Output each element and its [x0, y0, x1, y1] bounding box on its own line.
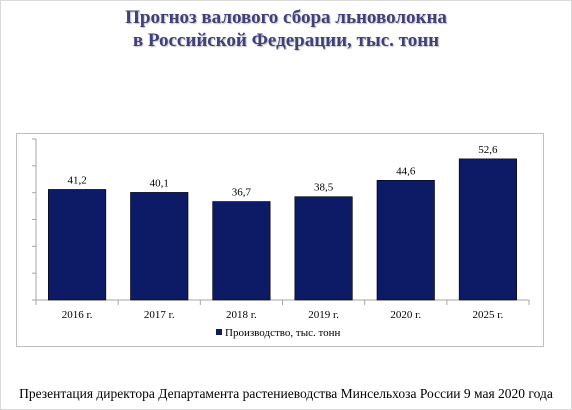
legend-swatch — [216, 329, 222, 335]
chart-title: Прогноз валового сбора льноволокна в Рос… — [0, 6, 572, 52]
chart-title-line-2: в Российской Федерации, тыс. тонн — [132, 30, 440, 51]
data-label-3: 38,5 — [314, 182, 334, 194]
bar-1 — [130, 192, 189, 301]
chart-title-line-1: Прогноз валового сбора льноволокна — [125, 7, 447, 28]
legend-label: Производство, тыс. тонн — [225, 327, 341, 339]
x-tick-label-0: 2016 г. — [62, 309, 93, 321]
bar-5 — [458, 158, 517, 301]
data-label-0: 41,2 — [67, 174, 86, 186]
data-label-5: 52,6 — [478, 144, 498, 156]
bar-chart: 41,2 2016 г. 40,1 2017 г. 36,7 2018 г. 38,5 201… — [32, 138, 530, 339]
chart-frame — [16, 133, 544, 347]
bar-4 — [376, 180, 435, 301]
data-label-2: 36,7 — [232, 187, 252, 199]
bar-0 — [48, 189, 107, 301]
data-label-1: 40,1 — [150, 177, 169, 189]
bar-3 — [294, 196, 353, 301]
x-tick-label-4: 2020 г. — [390, 309, 421, 321]
data-label-4: 44,6 — [396, 165, 416, 177]
footer-caption: Презентация директора Департамента расте… — [19, 386, 553, 401]
x-tick-label-3: 2019 г. — [308, 309, 339, 321]
x-tick-label-5: 2025 г. — [473, 309, 504, 321]
bar-2 — [212, 201, 271, 301]
x-tick-label-2: 2018 г. — [226, 309, 257, 321]
x-tick-label-1: 2017 г. — [144, 309, 175, 321]
